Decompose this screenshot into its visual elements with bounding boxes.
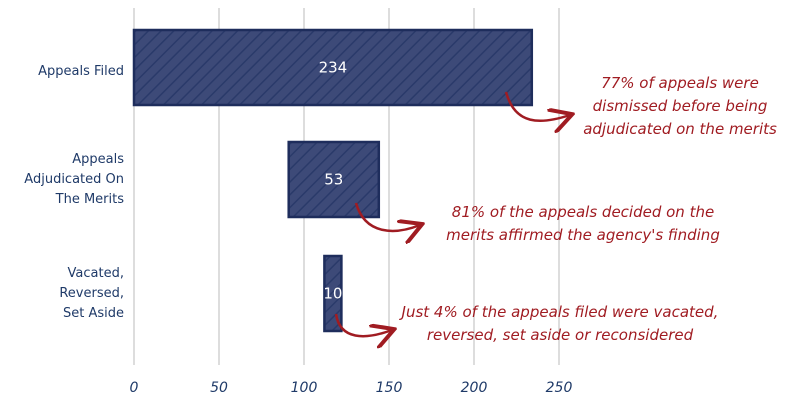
bar [323, 254, 343, 333]
category-label: Appeals Filed [38, 64, 124, 79]
data-label: 53 [324, 171, 343, 189]
annotation-arrow [334, 313, 392, 336]
x-tick-label: 50 [210, 380, 228, 396]
x-tick-label: 0 [130, 380, 139, 396]
annotation-arrow [504, 91, 570, 121]
annotation-text: 81% of the appeals decided on the [452, 203, 714, 221]
annotation-text: 77% of appeals were [601, 74, 759, 92]
category-label: The Merits [55, 192, 125, 207]
bar [287, 140, 381, 219]
annotation-text: Just 4% of the appeals filed were vacate… [399, 303, 719, 321]
category-label: Vacated, [68, 266, 124, 281]
data-label: 234 [319, 59, 348, 77]
data-label: 10 [323, 285, 342, 303]
x-tick-label: 250 [546, 380, 573, 396]
category-label: Reversed, [59, 286, 124, 301]
x-tick-label: 150 [376, 380, 403, 396]
annotation-arrow [354, 202, 420, 231]
category-label: Adjudicated On [24, 172, 124, 187]
category-label: Appeals [72, 152, 124, 167]
annotation-text: adjudicated on the merits [583, 120, 777, 138]
annotation-text: dismissed before being [593, 97, 768, 115]
annotation-text: reversed, set aside or reconsidered [427, 326, 694, 344]
bar [132, 28, 534, 107]
x-tick-label: 200 [461, 380, 488, 396]
x-tick-label: 100 [291, 380, 318, 396]
category-label: Set Aside [63, 306, 124, 321]
annotation-text: merits affirmed the agency's finding [446, 226, 720, 244]
